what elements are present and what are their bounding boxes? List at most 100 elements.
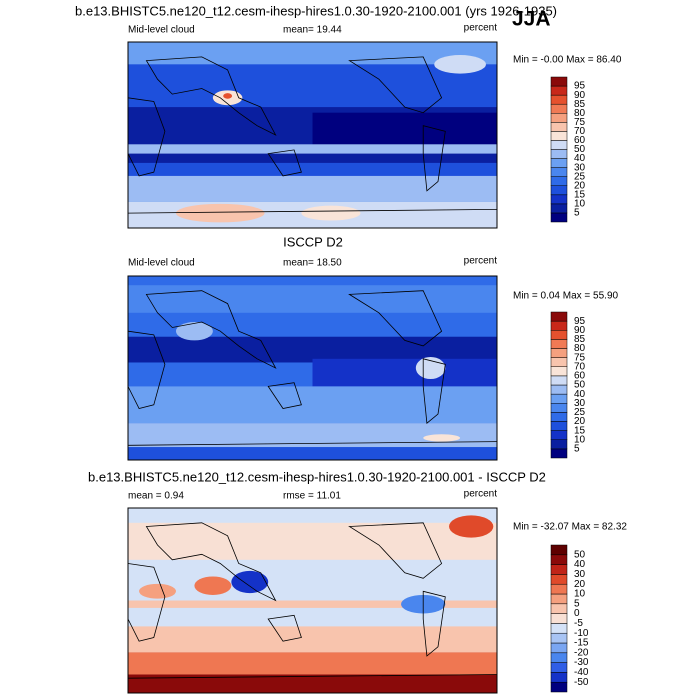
colorbar-box — [550, 122, 568, 132]
colorbar-box — [550, 603, 568, 614]
coastline — [348, 56, 443, 114]
colorbar-box — [550, 311, 568, 322]
map-region — [175, 322, 213, 341]
colorbar-tick-label: -30 — [574, 657, 589, 668]
colorbar-box — [550, 375, 568, 386]
map-region — [223, 93, 233, 99]
colorbar-box — [550, 421, 568, 431]
map-region — [128, 600, 497, 608]
colorbar-box — [550, 167, 568, 177]
colorbar-box — [550, 574, 568, 585]
colorbar-box — [550, 103, 568, 114]
min-max-label: Min = -0.00 Max = 86.40 — [513, 55, 622, 66]
colorbar-tick-label: 10 — [574, 199, 586, 210]
units-label: percent — [464, 23, 498, 34]
panel-title: ISCCP D2 — [283, 234, 343, 249]
variable-label: Mid-level cloud — [128, 258, 195, 269]
map-region — [423, 434, 461, 442]
colorbar-box — [550, 176, 568, 186]
map — [127, 275, 498, 461]
colorbar-box — [550, 131, 568, 141]
map-field — [128, 42, 497, 228]
map-region — [128, 386, 497, 424]
colorbar-box — [550, 357, 568, 367]
map-region — [434, 55, 486, 74]
coastline — [267, 149, 302, 177]
colorbar-box — [550, 439, 568, 450]
map-region — [128, 652, 497, 675]
coastline — [128, 674, 497, 679]
colorbar-tick-label: 85 — [574, 334, 586, 345]
colorbar-box — [550, 593, 568, 605]
coastline — [348, 290, 443, 347]
map-region — [128, 626, 497, 653]
colorbar-box — [550, 85, 568, 96]
colorbar-tick-label: 15 — [574, 189, 586, 200]
map-region — [139, 583, 176, 599]
map-field — [128, 276, 497, 460]
colorbar-box — [550, 194, 568, 205]
units-label: percent — [464, 256, 498, 267]
colorbar-box — [550, 330, 568, 340]
colorbar-box — [550, 554, 568, 565]
coastline — [145, 290, 277, 369]
coastline — [128, 97, 166, 177]
colorbar-tick-label: 70 — [574, 126, 586, 137]
colorbar-box — [550, 642, 568, 654]
rmse-label: rmse = 11.01 — [283, 491, 341, 502]
colorbar-tick-label: 80 — [574, 343, 586, 354]
colorbar-tick-label: 50 — [574, 549, 586, 560]
colorbar-tick-label: 50 — [574, 144, 586, 155]
colorbar-tick-label: 40 — [574, 559, 586, 570]
colorbar-tick-label: 20 — [574, 180, 586, 191]
colorbar-tick-label: 40 — [574, 153, 586, 164]
colorbar-tick-label: 95 — [574, 316, 586, 327]
colorbar-box — [550, 185, 568, 196]
map-region — [128, 42, 497, 65]
colorbar-tick-label: 10 — [574, 434, 586, 445]
colorbar-tick-label: -5 — [574, 618, 583, 629]
coastline — [128, 441, 497, 446]
colorbar-box — [550, 412, 568, 422]
variable-label: Mid-level cloud — [128, 25, 195, 36]
map-field — [128, 508, 497, 693]
colorbar-tick-label: 90 — [574, 325, 586, 336]
colorbar-tick-label: 0 — [574, 608, 580, 619]
coastline — [422, 125, 446, 192]
colorbar-tick-label: 15 — [574, 425, 586, 436]
coastline — [422, 590, 446, 657]
coastline — [145, 56, 277, 136]
map — [127, 41, 498, 229]
colorbar-tick-label: 20 — [574, 579, 586, 590]
colorbar-box — [550, 681, 568, 693]
colorbar-tick-label: 90 — [574, 90, 586, 101]
colorbar-tick-label: 5 — [574, 444, 580, 455]
coastline — [267, 382, 302, 409]
colorbar-box — [550, 448, 568, 459]
map-region — [128, 144, 497, 154]
min-max-label: Min = -32.07 Max = 82.32 — [513, 522, 627, 533]
colorbar-box — [550, 320, 568, 331]
colorbar-box — [550, 149, 568, 159]
coastline — [128, 330, 166, 409]
colorbar-tick-label: -15 — [574, 638, 589, 649]
colorbar-tick-label: -40 — [574, 667, 589, 678]
map-region — [175, 203, 265, 223]
colorbar-box — [550, 662, 568, 673]
map-region — [128, 522, 497, 560]
colorbar-tick-label: 60 — [574, 135, 586, 146]
colorbar-box — [550, 158, 568, 168]
map-region — [128, 674, 497, 693]
units-label: percent — [464, 489, 498, 500]
colorbar-box — [550, 632, 568, 644]
colorbar-tick-label: 50 — [574, 380, 586, 391]
colorbar-box — [550, 140, 568, 150]
colorbar-box — [550, 672, 568, 683]
colorbar-box — [550, 76, 568, 87]
coastline — [128, 563, 166, 642]
colorbar-tick-label: 10 — [574, 589, 586, 600]
colorbar-box — [550, 623, 568, 634]
colorbar-box — [550, 583, 568, 595]
mean-label: mean = 0.94 — [128, 491, 184, 502]
colorbar-tick-label: 30 — [574, 398, 586, 409]
